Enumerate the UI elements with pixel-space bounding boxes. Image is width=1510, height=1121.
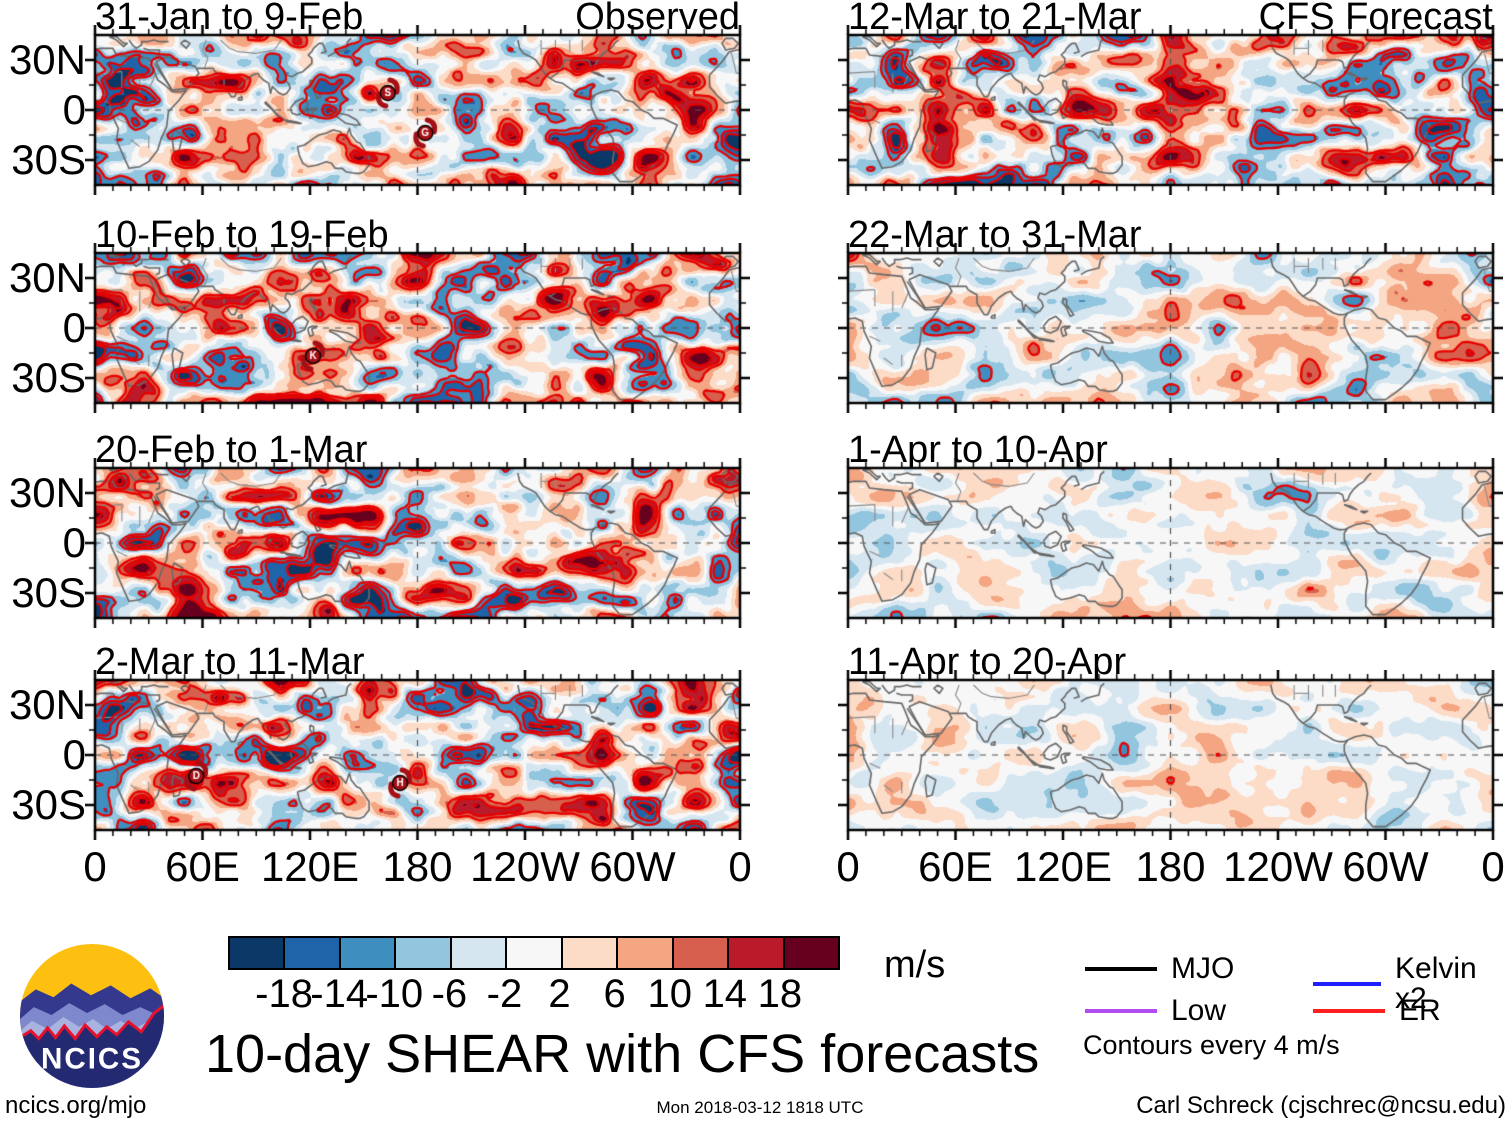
y-axis-label: 30S — [11, 354, 86, 401]
logo-mountain-base — [19, 1004, 165, 1089]
low-line-swatch — [1085, 1009, 1157, 1013]
map-panel-observed-1: 31-Jan to 9-Feb Observed — [85, 0, 750, 195]
y-axis-label: 30S — [11, 569, 86, 616]
colorbar-segment — [618, 938, 672, 968]
colorbar-tick-label: -2 — [486, 972, 523, 1016]
er-line-swatch — [1313, 1009, 1385, 1013]
colorbar-segment — [340, 938, 395, 968]
mjo-line-swatch — [1085, 967, 1157, 971]
x-axis-label: 120W — [470, 843, 580, 890]
y-axis-label: 0 — [62, 731, 86, 778]
figure-title: 10-day SHEAR with CFS forecasts — [205, 1024, 1040, 1084]
map-panel-observed-4: 2-Mar to 11-Mar — [85, 643, 750, 840]
colorbar-segment — [285, 938, 339, 968]
x-axis-label: 60E — [165, 843, 240, 890]
y-axis-label: 0 — [62, 86, 86, 133]
colorbar-tick-label: 10 — [647, 972, 692, 1016]
colorbar-segment — [784, 938, 838, 968]
footer-site-url: ncics.org/mjo — [5, 1092, 147, 1119]
legend-label: Kelvin x2 — [1395, 952, 1477, 1015]
colorbar-segment — [396, 938, 450, 968]
x-axis-label: 60W — [1342, 843, 1429, 890]
logo-ridge-line — [19, 1002, 165, 1042]
colorbar-segment — [451, 938, 506, 968]
kelvin-line-swatch — [1313, 982, 1382, 986]
map-canvas — [85, 25, 750, 195]
map-canvas — [85, 670, 750, 840]
colorbar-tick-label: -14 — [310, 972, 369, 1016]
colorbar-tick-label: 2 — [548, 972, 571, 1016]
legend-label: MJO — [1171, 952, 1235, 985]
map-panel-observed-2: 10-Feb to 19-Feb — [85, 216, 750, 413]
x-axis-label: 120W — [1223, 843, 1333, 890]
y-axis-label: 30N — [8, 36, 86, 83]
y-axis-label: 30S — [11, 136, 86, 183]
colorbar-tick-label: -10 — [365, 972, 424, 1016]
x-axis-label: 0 — [728, 843, 752, 890]
y-axis-label: 30N — [8, 681, 86, 728]
map-canvas — [838, 458, 1503, 628]
colorbar-tick-label: -6 — [431, 972, 468, 1016]
colorbar-tick-label: 14 — [702, 972, 748, 1016]
x-axis-label: 120E — [260, 843, 360, 890]
colorbar-tick-label: 18 — [757, 972, 803, 1016]
legend-item-mjo: MJO — [1085, 954, 1234, 984]
contour-interval-note: Contours every 4 m/s — [1083, 1030, 1340, 1060]
colorbar-tick-label: 6 — [603, 972, 626, 1016]
colorbar-segment — [230, 938, 284, 968]
x-axis-label: 0 — [1481, 843, 1505, 890]
map-panel-forecast-3: 1-Apr to 10-Apr — [838, 431, 1503, 628]
legend-item-er: ER — [1313, 996, 1441, 1026]
x-axis-label: 180 — [382, 843, 453, 890]
ncics-logo: NCICS — [19, 943, 165, 1089]
map-canvas — [838, 243, 1503, 413]
legend-item-low: Low — [1085, 996, 1226, 1026]
map-canvas — [85, 458, 750, 628]
legend-label: ER — [1399, 994, 1441, 1027]
colorbar-segment — [729, 938, 783, 968]
footer-credit: Carl Schreck (cjschrec@ncsu.edu) — [1136, 1092, 1506, 1119]
legend-item-kelvin: Kelvin x2 — [1313, 954, 1510, 1014]
y-axis-label: 0 — [62, 519, 86, 566]
x-axis-label: 120E — [1013, 843, 1113, 890]
y-axis-label: 30N — [8, 254, 86, 301]
y-axis-label: 30N — [8, 469, 86, 516]
x-axis-label: 0 — [836, 843, 860, 890]
colorbar-tick-label: -18 — [255, 972, 313, 1016]
map-panel-forecast-4: 11-Apr to 20-Apr — [838, 643, 1503, 840]
colorbar — [228, 936, 840, 970]
x-axis-label: 60E — [918, 843, 993, 890]
footer-timestamp: Mon 2018-03-12 1818 UTC — [656, 1098, 864, 1117]
map-canvas — [838, 670, 1503, 840]
map-canvas — [838, 25, 1503, 195]
colorbar-units-label: m/s — [884, 944, 946, 986]
x-axis-label: 60W — [589, 843, 676, 890]
colorbar-segment — [562, 938, 617, 968]
y-axis-label: 30S — [11, 781, 86, 828]
x-axis-label: 180 — [1135, 843, 1206, 890]
legend-label: Low — [1171, 994, 1227, 1027]
map-canvas — [85, 243, 750, 413]
colorbar-segment — [507, 938, 561, 968]
y-axis-label: 0 — [62, 304, 86, 351]
map-panel-observed-3: 20-Feb to 1-Mar — [85, 431, 750, 628]
x-axis-label: 0 — [83, 843, 107, 890]
map-panel-forecast-2: 22-Mar to 31-Mar — [838, 216, 1503, 413]
logo-text: NCICS — [41, 1042, 143, 1075]
colorbar-segment — [673, 938, 728, 968]
map-panel-forecast-1: 12-Mar to 21-Mar CFS Forecast — [838, 0, 1503, 195]
